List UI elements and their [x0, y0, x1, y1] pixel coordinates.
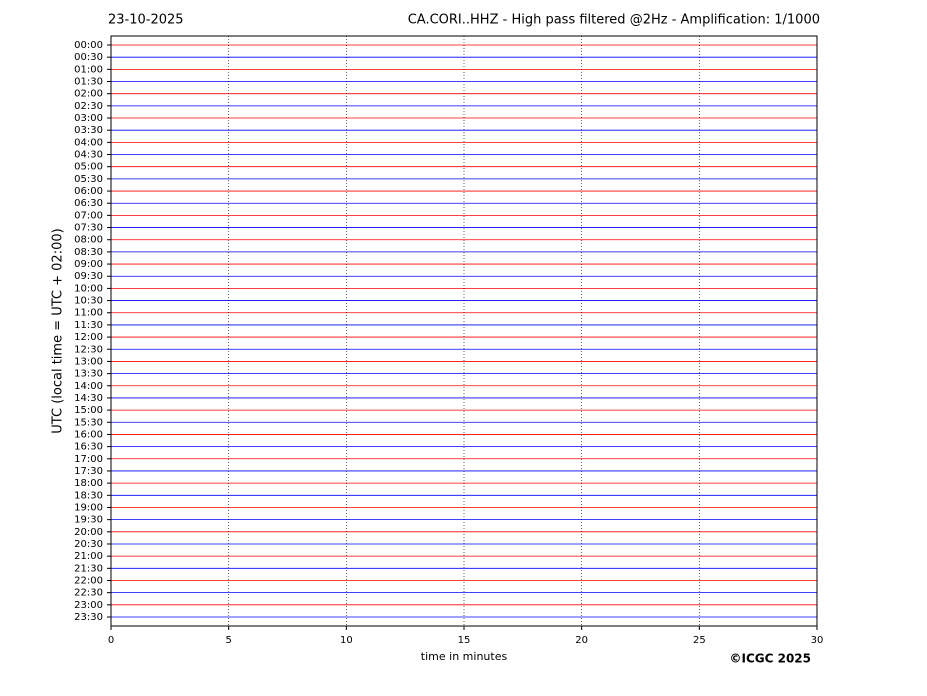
y-tick-label: 22:30: [74, 588, 103, 599]
y-tick-label: 16:30: [74, 442, 103, 453]
x-tick-label: 0: [108, 635, 114, 646]
y-tick-label: 06:00: [74, 186, 103, 197]
y-tick-label: 08:00: [74, 235, 103, 246]
y-tick-label: 17:30: [74, 466, 103, 477]
y-tick-label: 09:00: [74, 259, 103, 270]
y-tick-label: 06:30: [74, 198, 103, 209]
date: 23-10-2025: [108, 13, 184, 28]
y-tick-label: 00:00: [74, 40, 103, 51]
y-tick-label: 13:30: [74, 369, 103, 380]
y-tick-label: 12:30: [74, 344, 103, 355]
y-tick-label: 10:30: [74, 296, 103, 307]
copyright: ©ICGC 2025: [729, 652, 811, 666]
y-tick-label: 18:30: [74, 490, 103, 501]
y-tick-label: 17:00: [74, 454, 103, 465]
x-axis-label: time in minutes: [421, 650, 508, 663]
y-tick-label: 21:00: [74, 551, 103, 562]
y-tick-label: 12:00: [74, 332, 103, 343]
y-tick-label: 11:00: [74, 308, 103, 319]
y-tick-label: 18:00: [74, 478, 103, 489]
y-tick-label: 11:30: [74, 320, 103, 331]
y-axis-label: UTC (local time = UTC + 02:00): [51, 228, 66, 433]
x-tick-label: 5: [225, 635, 231, 646]
y-tick-label: 05:30: [74, 174, 103, 185]
y-tick-label: 20:00: [74, 527, 103, 538]
y-tick-label: 09:30: [74, 271, 103, 282]
y-tick-label: 04:00: [74, 137, 103, 148]
chart-title: CA.CORI..HHZ - High pass filtered @2Hz -…: [408, 13, 820, 28]
x-tick-label: 20: [575, 635, 588, 646]
plot-frame: [110, 35, 818, 627]
y-tick-label: 07:30: [74, 223, 103, 234]
y-tick-label: 16:00: [74, 429, 103, 440]
x-tick-label: 10: [340, 635, 353, 646]
y-tick-label: 19:30: [74, 515, 103, 526]
y-tick-label: 05:00: [74, 162, 103, 173]
x-tick-label: 15: [458, 635, 471, 646]
y-tick-label: 13:00: [74, 356, 103, 367]
y-tick-label: 15:30: [74, 417, 103, 428]
y-tick-label: 03:30: [74, 125, 103, 136]
y-tick-label: 20:30: [74, 539, 103, 550]
y-tick-label: 23:30: [74, 612, 103, 623]
y-tick-label: 07:00: [74, 210, 103, 221]
y-tick-label: 14:00: [74, 381, 103, 392]
y-tick-label: 14:30: [74, 393, 103, 404]
y-tick-label: 00:30: [74, 52, 103, 63]
y-tick-label: 19:00: [74, 502, 103, 513]
y-tick-label: 21:30: [74, 563, 103, 574]
x-tick-label: 25: [693, 635, 706, 646]
y-tick-label: 02:00: [74, 89, 103, 100]
y-tick-label: 10:00: [74, 283, 103, 294]
y-tick-label: 01:00: [74, 64, 103, 75]
y-tick-label: 02:30: [74, 101, 103, 112]
y-tick-label: 04:30: [74, 150, 103, 161]
y-tick-label: 03:00: [74, 113, 103, 124]
y-tick-label: 23:00: [74, 600, 103, 611]
y-tick-label: 08:30: [74, 247, 103, 258]
y-tick-label: 22:00: [74, 575, 103, 586]
x-tick-label: 30: [811, 635, 824, 646]
y-tick-label: 15:00: [74, 405, 103, 416]
y-tick-label: 01:30: [74, 77, 103, 88]
